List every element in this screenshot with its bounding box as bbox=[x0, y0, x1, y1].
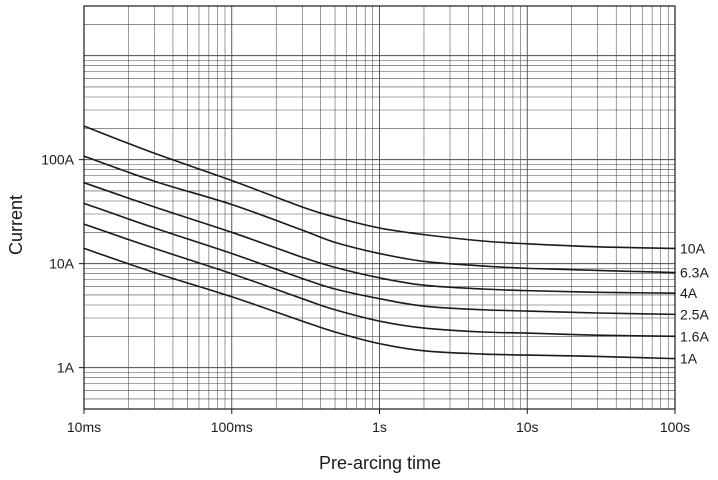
series-label: 4A bbox=[680, 285, 698, 301]
series-labels: 10A 6.3A 4A 2.5A 1.6A 1A bbox=[680, 240, 709, 366]
y-tick-label: 100A bbox=[41, 152, 74, 168]
x-tick-label: 10ms bbox=[67, 419, 101, 435]
x-tick-label: 100ms bbox=[211, 419, 253, 435]
series-label: 6.3A bbox=[680, 265, 709, 281]
x-tick-label: 10s bbox=[516, 419, 539, 435]
series-line-10a bbox=[83, 125, 676, 250]
series-label: 10A bbox=[680, 240, 706, 256]
series-label: 2.5A bbox=[680, 306, 709, 322]
tick-labels: 10ms 100ms 1s 10s 100s 1A 10A 100A bbox=[41, 152, 690, 435]
series-line-1-6a bbox=[83, 223, 676, 338]
series-label: 1.6A bbox=[680, 328, 709, 344]
series-line-4a bbox=[83, 181, 676, 294]
x-axis-title: Pre-arcing time bbox=[319, 453, 441, 473]
y-tick-label: 10A bbox=[49, 256, 75, 272]
y-axis-title: Current bbox=[6, 195, 26, 255]
y-tick-label: 1A bbox=[57, 360, 75, 376]
series-label: 1A bbox=[680, 351, 698, 367]
series-line-6-3a bbox=[83, 155, 676, 274]
x-tick-label: 1s bbox=[372, 419, 387, 435]
series-line-2-5a bbox=[83, 202, 676, 316]
series-lines bbox=[83, 125, 676, 360]
x-tick-label: 100s bbox=[660, 419, 690, 435]
series-line-1a bbox=[83, 247, 676, 360]
